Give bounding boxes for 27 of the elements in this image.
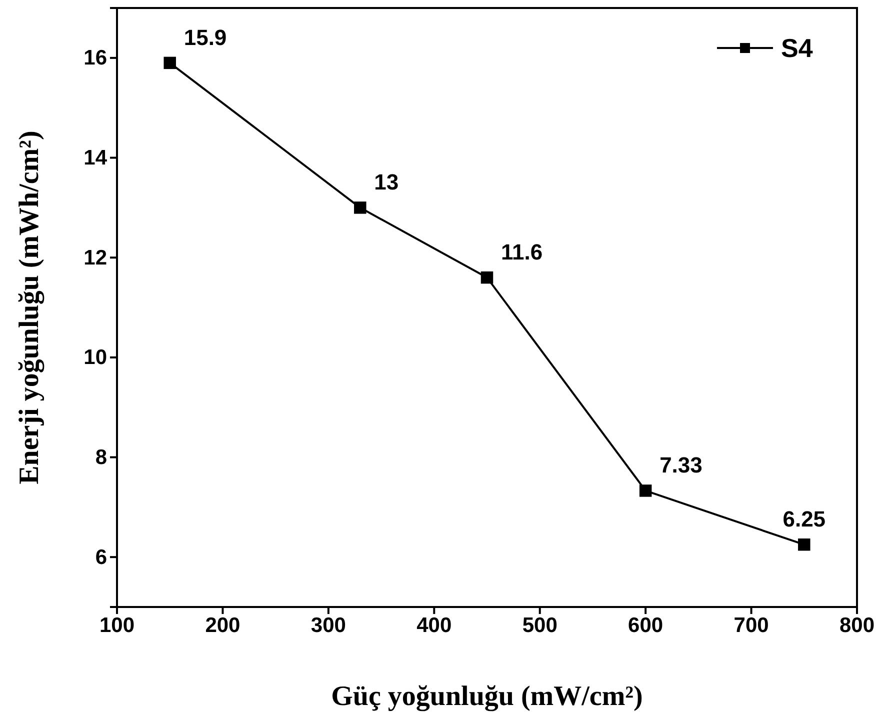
y-tick-label: 14 [84, 146, 108, 170]
y-tick-label: 6 [95, 546, 107, 569]
x-tick-label: 800 [839, 614, 875, 637]
point [354, 202, 366, 214]
data-label: 7.33 [660, 452, 702, 478]
x-tick-label: 600 [628, 614, 664, 637]
y-tick-label: 16 [84, 46, 107, 70]
x-tick-label: 500 [522, 614, 558, 637]
x-tick-label: 200 [205, 614, 240, 637]
y-tick-label: 12 [84, 246, 107, 270]
y-axis-title: Enerji yoğunluğu (mWh/cm²) [14, 130, 45, 484]
data-label: 15.9 [184, 24, 227, 50]
point [480, 271, 494, 284]
point [798, 538, 810, 551]
legend-label: S4 [781, 33, 814, 63]
y-tick-label: 10 [84, 346, 107, 370]
data-label: 13 [374, 170, 399, 195]
x-axis-title: Güç yoğunluğu (mW/cm²) [331, 681, 643, 712]
point [164, 56, 176, 70]
point [639, 484, 652, 497]
x-tick-label: 100 [99, 614, 135, 637]
y-tick-label: 8 [95, 446, 108, 469]
x-tick-label: 300 [310, 614, 346, 637]
data-label: 11.6 [501, 240, 543, 265]
x-tick-label: 400 [416, 614, 452, 637]
data-label: 6.25 [782, 506, 826, 532]
x-tick-label: 700 [734, 614, 769, 637]
